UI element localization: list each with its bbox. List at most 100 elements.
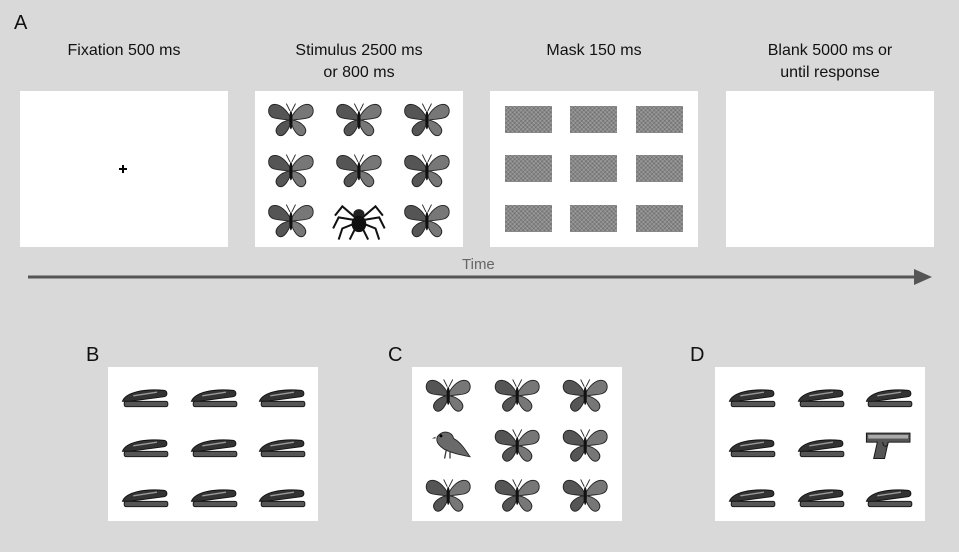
butterfly-icon [261,149,321,190]
grid-cell [179,369,248,419]
stapler-icon [114,474,174,514]
butterfly-icon [487,424,547,464]
grid-cell [257,194,325,245]
noise-mask [570,204,618,232]
stapler-icon [251,374,311,414]
grid-cell [717,419,786,469]
grid-cell [247,369,316,419]
butterfly-icon [418,374,478,414]
grid-cell [551,369,620,419]
stapler-icon [790,424,850,464]
panel-letter-c: C [388,344,403,366]
butterfly-icon [329,98,389,139]
grid-cell [393,194,461,245]
stapler-icon [858,374,918,414]
butterfly-icon [397,149,457,190]
panel-letter-d: D [690,344,705,366]
grid-cell [393,93,461,144]
caption-stimulus: Stimulus 2500 ms or 800 ms [295,42,423,81]
spider-icon [329,199,389,241]
noise-mask [505,155,553,183]
butterfly-icon [555,474,615,514]
panel-b [108,367,318,521]
grid-cell [717,369,786,419]
stapler-icon [721,424,781,464]
grid-cell [854,369,923,419]
caption-blank: Blank 5000 ms or until response [767,42,893,81]
caption-mask: Mask 150 ms [546,42,642,59]
panel-d [715,367,925,521]
butterfly-icon [418,474,478,514]
grid-cell [325,93,393,144]
stapler-icon [858,474,918,514]
grid-cell [393,144,461,195]
grid-cell [786,469,855,519]
grid-cell [110,469,179,519]
noise-mask [635,106,683,134]
noise-mask [570,106,618,134]
bird-icon [418,424,478,464]
butterfly-icon [487,374,547,414]
butterfly-icon [261,98,321,139]
grid-cell [414,369,483,419]
grid-cell [854,419,923,469]
grid-cell [414,469,483,519]
noise-mask [505,204,553,232]
grid-cell [110,419,179,469]
stapler-icon [114,374,174,414]
stimulus-panel [255,91,463,247]
panel-c-image-grid [414,369,620,519]
butterfly-icon [329,149,389,190]
butterfly-icon [555,424,615,464]
panel-letter-a: A [14,12,28,34]
noise-mask [505,106,553,134]
butterfly-icon [261,199,321,240]
butterfly-icon [397,199,457,240]
grid-cell [325,194,393,245]
grid-cell [717,469,786,519]
grid-cell [179,469,248,519]
noise-mask [635,204,683,232]
mask-grid [496,95,692,243]
gun-icon [858,424,918,464]
grid-cell [551,469,620,519]
grid-cell [483,419,552,469]
grid-cell [110,369,179,419]
grid-cell [247,469,316,519]
grid-cell [247,419,316,469]
grid-cell [786,369,855,419]
butterfly-icon [397,98,457,139]
grid-cell [414,419,483,469]
blank-panel [726,91,934,247]
stapler-icon [790,374,850,414]
butterfly-icon [555,374,615,414]
caption-fixation: Fixation 500 ms [67,42,181,59]
grid-cell [854,469,923,519]
butterfly-icon [487,474,547,514]
stapler-icon [183,424,243,464]
stapler-icon [790,474,850,514]
panel-b-image-grid [110,369,316,519]
stapler-icon [251,474,311,514]
time-label: Time [462,256,495,273]
grid-cell [179,419,248,469]
stapler-icon [251,424,311,464]
stapler-icon [183,474,243,514]
grid-cell [325,144,393,195]
noise-mask [570,155,618,183]
fixation-panel [20,91,228,247]
grid-cell [786,419,855,469]
stimulus-image-grid [257,93,461,245]
grid-cell [483,469,552,519]
mask-panel [490,91,698,247]
panel-d-image-grid [717,369,923,519]
stapler-icon [114,424,174,464]
stapler-icon [721,374,781,414]
grid-cell [551,419,620,469]
grid-cell [257,93,325,144]
noise-mask [635,155,683,183]
grid-cell [257,144,325,195]
time-arrow [28,269,932,285]
fixation-cross-icon [119,165,127,173]
grid-cell [483,369,552,419]
